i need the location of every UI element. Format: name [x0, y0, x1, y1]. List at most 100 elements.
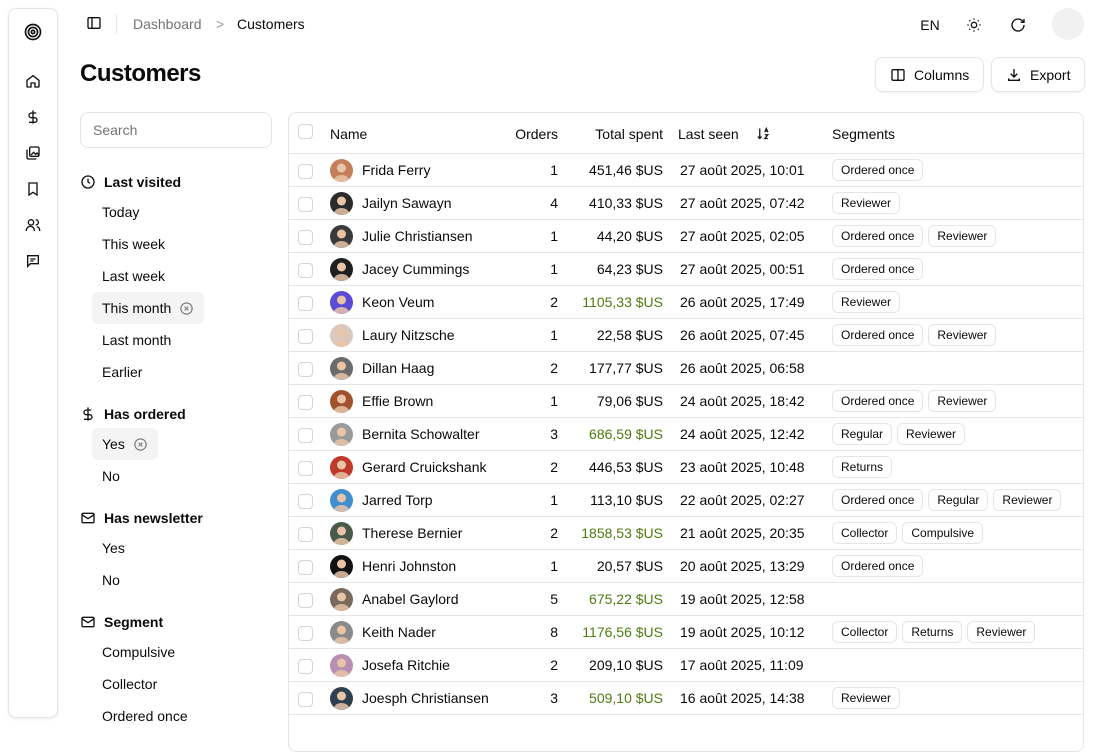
- language-button[interactable]: EN: [920, 17, 940, 33]
- filter-item-last-visited-4[interactable]: Last month: [92, 324, 181, 356]
- clear-filter-icon[interactable]: [179, 301, 194, 316]
- header-total-spent[interactable]: Total spent: [595, 126, 663, 142]
- theme-toggle-icon[interactable]: [962, 12, 986, 38]
- filter-item-last-visited-3[interactable]: This month: [92, 292, 205, 324]
- table-row[interactable]: Laury Nitzsche 1 22,58 $US 26 août 2025, 07…: [289, 319, 1083, 352]
- row-checkbox[interactable]: [298, 593, 313, 608]
- table-row[interactable]: Keith Nader 8 1176,56 $US 19 août 2025, 10:…: [289, 616, 1083, 649]
- spiral-logo-icon[interactable]: [22, 21, 44, 43]
- filter-item-last-visited-5[interactable]: Earlier: [92, 356, 152, 388]
- row-checkbox[interactable]: [298, 560, 313, 575]
- filter-heading-label: Has newsletter: [104, 510, 203, 526]
- gallery-icon[interactable]: [22, 142, 44, 164]
- customer-name[interactable]: Keith Nader: [362, 624, 436, 640]
- segments-cell: Reviewer: [832, 192, 901, 214]
- home-icon[interactable]: [22, 70, 44, 92]
- customer-name[interactable]: Jacey Cummings: [362, 261, 470, 277]
- table-row[interactable]: Gerard Cruickshank 2 446,53 $US 23 août 202…: [289, 451, 1083, 484]
- table-row[interactable]: Dillan Haag 2 177,77 $US 26 août 2025, 06:5…: [289, 352, 1083, 385]
- filter-item-last-visited-1[interactable]: This week: [92, 228, 175, 260]
- customer-name[interactable]: Frida Ferry: [362, 162, 431, 178]
- row-checkbox[interactable]: [298, 527, 313, 542]
- breadcrumb-dashboard[interactable]: Dashboard: [133, 16, 202, 32]
- users-icon[interactable]: [22, 214, 44, 236]
- customer-name[interactable]: Henri Johnston: [362, 558, 457, 574]
- table-row[interactable]: Jarred Torp 1 113,10 $US 22 août 2025, 02:2…: [289, 484, 1083, 517]
- user-avatar[interactable]: [1052, 8, 1084, 40]
- table-row[interactable]: Therese Bernier 2 1858,53 $US 21 août 2025,…: [289, 517, 1083, 550]
- filter-item-has-newsletter-1[interactable]: No: [92, 564, 130, 596]
- row-checkbox[interactable]: [298, 362, 313, 377]
- customer-name[interactable]: Josefa Ritchie: [362, 657, 450, 673]
- refresh-icon[interactable]: [1006, 12, 1030, 38]
- filter-item-segment-1[interactable]: Collector: [92, 668, 167, 700]
- row-checkbox[interactable]: [298, 395, 313, 410]
- customer-name[interactable]: Therese Bernier: [362, 525, 463, 541]
- row-checkbox[interactable]: [298, 494, 313, 509]
- table-row[interactable]: Jacey Cummings 1 64,23 $US 27 août 2025, 00…: [289, 253, 1083, 286]
- customer-name[interactable]: Dillan Haag: [362, 360, 435, 376]
- columns-button[interactable]: Columns: [875, 57, 985, 92]
- select-all-checkbox[interactable]: [298, 124, 313, 139]
- filter-item-last-visited-2[interactable]: Last week: [92, 260, 175, 292]
- row-checkbox[interactable]: [298, 461, 313, 476]
- sidebar-toggle-icon[interactable]: [86, 15, 104, 33]
- customer-name[interactable]: Joesph Christiansen: [362, 690, 489, 706]
- row-checkbox[interactable]: [298, 428, 313, 443]
- clear-filter-icon[interactable]: [133, 437, 148, 452]
- table-row[interactable]: Anabel Gaylord 5 675,22 $US 19 août 2025, 1…: [289, 583, 1083, 616]
- customer-name[interactable]: Jarred Torp: [362, 492, 433, 508]
- total-spent: 1105,33 $US: [582, 294, 663, 310]
- total-spent: 675,22 $US: [589, 591, 663, 607]
- header-name[interactable]: Name: [330, 126, 368, 142]
- filter-item-has-ordered-0[interactable]: Yes: [92, 428, 158, 460]
- table-row[interactable]: Josefa Ritchie 2 209,10 $US 17 août 2025, 1…: [289, 649, 1083, 682]
- customer-name[interactable]: Keon Veum: [362, 294, 435, 310]
- row-checkbox[interactable]: [298, 659, 313, 674]
- customer-name[interactable]: Gerard Cruickshank: [362, 459, 487, 475]
- order-count: 3: [550, 426, 558, 442]
- dollar-icon[interactable]: [22, 106, 44, 128]
- row-checkbox[interactable]: [298, 296, 313, 311]
- filter-item-last-visited-0[interactable]: Today: [92, 196, 149, 228]
- export-button[interactable]: Export: [991, 57, 1086, 92]
- header-segments[interactable]: Segments: [832, 126, 896, 142]
- segment-badge: Ordered once: [832, 258, 924, 280]
- customer-name[interactable]: Jailyn Sawayn: [362, 195, 452, 211]
- search-input[interactable]: [80, 112, 272, 148]
- filter-item-segment-2[interactable]: Ordered once: [92, 700, 198, 732]
- order-count: 3: [550, 690, 558, 706]
- customer-name[interactable]: Julie Christiansen: [362, 228, 473, 244]
- bookmark-icon[interactable]: [22, 178, 44, 200]
- table-row[interactable]: Bernita Schowalter 3 686,59 $US 24 août 202…: [289, 418, 1083, 451]
- row-checkbox[interactable]: [298, 692, 313, 707]
- table-row[interactable]: Frida Ferry 1 451,46 $US 27 août 2025, 10:0…: [289, 154, 1083, 187]
- filter-item-has-ordered-1[interactable]: No: [92, 460, 130, 492]
- segments-cell: Reviewer: [832, 687, 901, 709]
- header-last-seen[interactable]: Last seen: [678, 126, 739, 142]
- customer-name[interactable]: Bernita Schowalter: [362, 426, 480, 442]
- customer-name[interactable]: Anabel Gaylord: [362, 591, 459, 607]
- total-spent: 1176,56 $US: [582, 624, 663, 640]
- row-checkbox[interactable]: [298, 329, 313, 344]
- table-row[interactable]: Keon Veum 2 1105,33 $US 26 août 2025, 17:49…: [289, 286, 1083, 319]
- table-row[interactable]: Henri Johnston 1 20,57 $US 20 août 2025, 13…: [289, 550, 1083, 583]
- sort-ascending-icon[interactable]: [756, 126, 771, 141]
- filter-item-segment-0[interactable]: Compulsive: [92, 636, 185, 668]
- message-icon[interactable]: [22, 250, 44, 272]
- row-checkbox[interactable]: [298, 197, 313, 212]
- table-row[interactable]: Effie Brown 1 79,06 $US 24 août 2025, 18:42…: [289, 385, 1083, 418]
- filter-item-has-newsletter-0[interactable]: Yes: [92, 532, 135, 564]
- row-checkbox[interactable]: [298, 626, 313, 641]
- table-row[interactable]: Julie Christiansen 1 44,20 $US 27 août 2025…: [289, 220, 1083, 253]
- last-seen: 24 août 2025, 18:42: [680, 393, 805, 409]
- customer-name[interactable]: Effie Brown: [362, 393, 434, 409]
- row-checkbox[interactable]: [298, 263, 313, 278]
- header-orders[interactable]: Orders: [515, 126, 558, 142]
- row-checkbox[interactable]: [298, 164, 313, 179]
- customer-name[interactable]: Laury Nitzsche: [362, 327, 455, 343]
- order-count: 2: [550, 360, 558, 376]
- row-checkbox[interactable]: [298, 230, 313, 245]
- table-row[interactable]: Joesph Christiansen 3 509,10 $US 16 août 20…: [289, 682, 1083, 715]
- table-row[interactable]: Jailyn Sawayn 4 410,33 $US 27 août 2025, 07…: [289, 187, 1083, 220]
